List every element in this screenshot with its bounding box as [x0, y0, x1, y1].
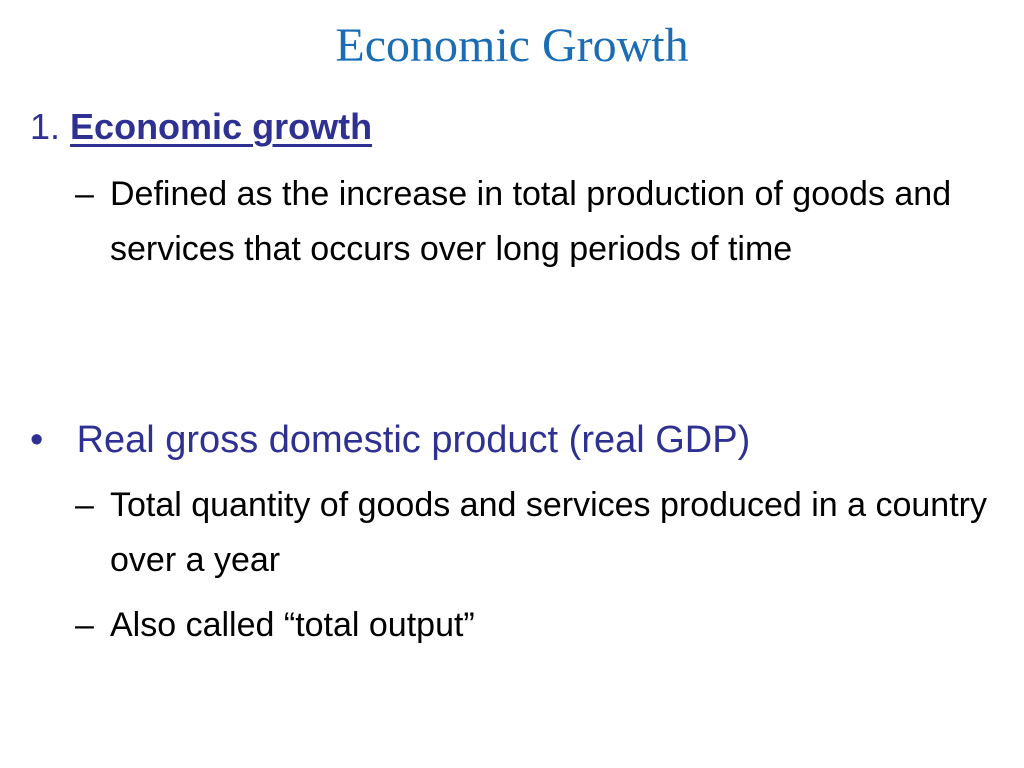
- sub-item-definition: – Defined as the increase in total produ…: [75, 167, 990, 277]
- dash-marker: –: [75, 486, 94, 524]
- slide-title: Economic Growth: [335, 19, 689, 72]
- dash-marker: –: [75, 606, 94, 644]
- sub-item-text: Also called “total output”: [110, 606, 475, 644]
- section-number: 1.: [30, 106, 61, 147]
- sub-item-text: Defined as the increase in total product…: [110, 175, 952, 268]
- sub-item-text: Total quantity of goods and services pro…: [110, 486, 987, 579]
- bullet-text: Real gross domestic product (real GDP): [76, 419, 751, 461]
- sub-item-also-called: – Also called “total output”: [75, 598, 990, 653]
- sub-item-total-quantity: – Total quantity of goods and services p…: [75, 478, 990, 588]
- bullet-real-gdp: • Real gross domestic product (real GDP): [30, 414, 750, 466]
- section-heading: Economic growth: [70, 106, 373, 147]
- section-heading-line: 1. Economic growth: [30, 102, 372, 152]
- bullet-marker: •: [30, 419, 44, 461]
- dash-marker: –: [75, 175, 94, 213]
